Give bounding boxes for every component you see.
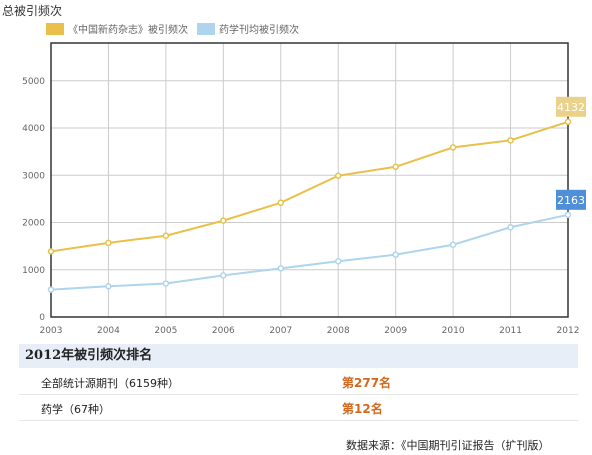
data-point <box>392 163 399 171</box>
y-tick-label: 0 <box>39 313 45 323</box>
data-point <box>277 265 285 272</box>
y-tick-label: 2000 <box>22 219 45 229</box>
legend-label-average: 药学刊均被引频次 <box>219 25 299 36</box>
data-point <box>392 251 399 258</box>
end-value-label: 2163 <box>557 194 585 207</box>
data-point <box>105 283 112 290</box>
data-point <box>47 286 55 293</box>
data-point <box>162 232 170 239</box>
legend-swatch-journal <box>46 22 64 35</box>
legend-swatch-average <box>197 22 215 35</box>
series-line-journal <box>50 120 569 253</box>
data-point <box>449 144 457 151</box>
data-source-note: 数据来源：《中国期刊引证报告（扩刊版） <box>346 439 550 452</box>
data-point <box>162 280 170 287</box>
x-tick-label: 2012 <box>557 326 580 336</box>
y-tick-label: 5000 <box>22 77 45 87</box>
end-value-badge <box>556 96 586 117</box>
data-point <box>564 118 572 126</box>
data-point <box>220 217 227 224</box>
legend-item-average[interactable]: 药学刊均被引频次 <box>197 21 299 36</box>
plot-frame <box>50 42 569 318</box>
data-point <box>564 211 572 219</box>
y-tick-label: 1000 <box>22 266 45 276</box>
data-point <box>105 239 112 247</box>
legend-item-journal[interactable]: 《中国新药杂志》被引频次 <box>46 21 188 36</box>
legend-label-journal: 《中国新药杂志》被引频次 <box>68 25 188 36</box>
data-point <box>507 137 514 144</box>
x-tick-label: 2009 <box>384 326 407 336</box>
data-point <box>507 223 514 231</box>
ranking-row-pharmacy: 药学（67种） 第12名 <box>19 395 578 421</box>
data-point <box>47 248 55 255</box>
x-tick-label: 2003 <box>40 326 63 336</box>
ranking-header: 2012年被引频次排名 <box>19 344 578 368</box>
chart-title: 总被引频次 <box>2 4 63 18</box>
x-tick-label: 2005 <box>154 326 177 336</box>
data-point <box>334 258 342 265</box>
x-tick-label: 2006 <box>212 326 235 336</box>
data-point <box>449 241 457 248</box>
line-chart: 0 1000 2000 3000 4000 5000 2003 2004 2005 2006 200… <box>22 42 586 336</box>
x-tick-label: 2004 <box>97 326 120 336</box>
ranking-value-all: 第277名 <box>342 376 392 390</box>
series-line-average <box>50 213 569 291</box>
x-tick-label: 2007 <box>269 326 292 336</box>
ranking-row-all: 全部统计源期刊（6159种） 第277名 <box>19 369 578 395</box>
data-point <box>334 172 342 179</box>
ranking-value-pharmacy: 第12名 <box>342 402 383 416</box>
x-tick-label: 2008 <box>327 326 350 336</box>
data-point <box>220 272 227 279</box>
end-value-badge <box>556 189 586 210</box>
x-tick-label: 2011 <box>499 326 522 336</box>
ranking-label-pharmacy: 药学（67种） <box>41 403 110 416</box>
y-tick-label: 3000 <box>22 171 45 181</box>
ranking-label-all: 全部统计源期刊（6159种） <box>41 377 179 390</box>
y-tick-label: 4000 <box>22 124 45 134</box>
x-tick-label: 2010 <box>442 326 465 336</box>
data-point <box>277 199 285 206</box>
end-value-label: 4132 <box>557 101 585 114</box>
